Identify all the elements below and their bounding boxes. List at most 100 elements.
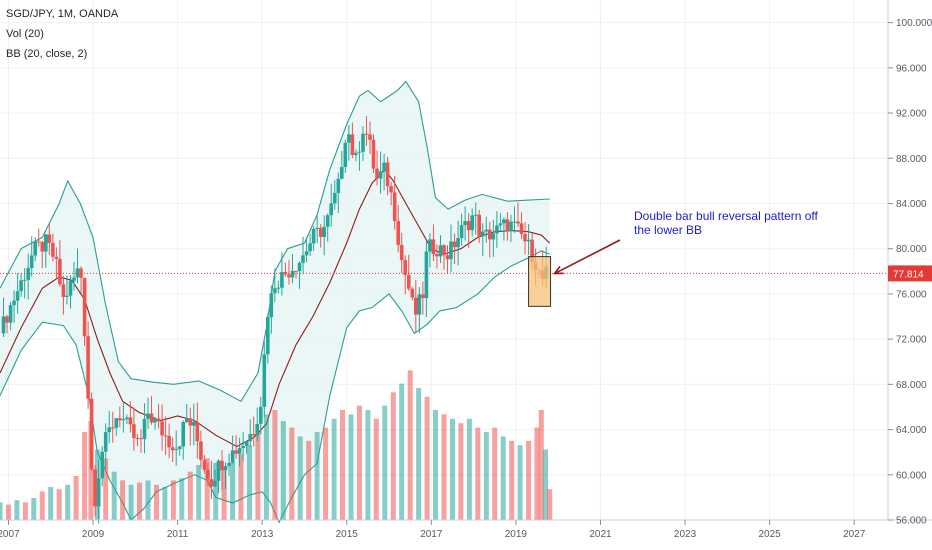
candle-body	[343, 142, 348, 167]
candle-body	[33, 241, 37, 256]
volume-bar	[204, 458, 210, 520]
x-tick-label: 2007	[0, 529, 20, 540]
candle-body	[96, 478, 101, 507]
last-price-tag: 77.814	[888, 265, 932, 282]
candle-body	[495, 225, 499, 234]
candle-body	[75, 268, 80, 278]
volume-bar	[128, 484, 134, 520]
volume-bar	[433, 410, 438, 520]
highlight-box[interactable]	[528, 256, 552, 307]
y-tick-label: 56.000	[896, 516, 927, 527]
y-tick-label: 96.000	[896, 63, 927, 74]
annotation-arrow	[552, 239, 621, 275]
candle-body	[452, 241, 457, 248]
candle-body	[255, 424, 259, 436]
y-tick-label: 88.000	[896, 154, 927, 165]
annotation-text-line-1: Double bar bull reversal pattern off	[634, 209, 819, 223]
candle-body	[223, 465, 228, 471]
candle-body	[301, 255, 305, 263]
symbol-title[interactable]: SGD/JPY, 1M, OANDA	[6, 8, 119, 20]
candle-body	[107, 427, 111, 433]
volume-bar	[221, 467, 227, 520]
arrow-head	[552, 265, 564, 275]
candle-body	[481, 231, 485, 237]
candle-body	[251, 434, 256, 436]
y-tick-label: 76.000	[896, 289, 927, 300]
x-tick-label: 2025	[758, 529, 781, 540]
candle-body	[22, 279, 27, 281]
candle-body	[195, 421, 200, 442]
candle-body	[498, 223, 503, 226]
candle-body	[502, 219, 506, 224]
candle-body	[385, 162, 390, 187]
arrow-shaft	[554, 239, 621, 275]
candle-body	[407, 274, 411, 289]
candle-body	[421, 294, 425, 299]
volume-bar	[458, 423, 464, 520]
volume-bar	[6, 504, 11, 520]
candle-body	[54, 256, 59, 259]
x-tick-label: 2019	[505, 529, 528, 540]
volume-bar	[48, 487, 54, 520]
volume-bar	[0, 502, 3, 520]
volume-bar	[348, 414, 354, 520]
candle-body	[47, 234, 52, 243]
candle-body	[248, 434, 252, 442]
volume-bar	[356, 405, 362, 520]
candle-body	[216, 460, 221, 481]
candle-body	[230, 450, 235, 463]
candle-body	[111, 427, 115, 429]
volume-bar	[280, 421, 286, 520]
volume-bar	[255, 432, 261, 520]
candle-body	[244, 441, 249, 446]
candle-body	[473, 214, 478, 216]
candle-body	[361, 133, 365, 152]
candle-body	[403, 260, 407, 275]
volume-bar	[407, 370, 413, 520]
volume-bar	[179, 478, 185, 520]
last-price-label-bg	[888, 265, 932, 282]
candle-body	[8, 305, 13, 323]
candle-body	[135, 438, 140, 439]
candle-body	[523, 234, 527, 242]
candle-body	[325, 215, 330, 227]
candle-body	[72, 277, 76, 281]
volume-bar	[306, 440, 312, 520]
candle-body	[234, 450, 238, 454]
volume-bar	[365, 410, 371, 520]
candle-body	[262, 354, 267, 407]
x-tick-label: 2013	[251, 529, 274, 540]
candle-body	[333, 193, 337, 204]
candle-body	[308, 243, 312, 252]
volume-bar	[390, 392, 396, 520]
volume-bar	[154, 484, 159, 520]
volume-bar	[162, 487, 168, 520]
volume-bar	[120, 480, 126, 520]
price-axis[interactable]: 100.000 96.000 92.000 88.000 84.000 80.000 76.…	[888, 18, 932, 527]
candle-body	[209, 479, 214, 487]
volume-bar	[547, 489, 553, 520]
volume-indicator-label[interactable]: Vol (20)	[6, 28, 44, 40]
volume-bar	[416, 388, 422, 520]
y-tick-label: 92.000	[896, 109, 927, 120]
volume-bar	[441, 414, 447, 520]
candle-body	[410, 288, 415, 298]
candle-body	[442, 245, 446, 256]
candle-body	[357, 151, 362, 153]
candle-body	[58, 258, 62, 285]
volume-bar	[111, 471, 117, 520]
time-axis[interactable]: 2007 2009 2011 2013 2015 2017 2019 2021 2023 2025…	[0, 520, 866, 540]
candle-body	[424, 251, 429, 299]
volume-bar	[31, 498, 37, 520]
candle-body	[15, 291, 20, 301]
candle-body	[118, 418, 122, 421]
candle-body	[297, 262, 302, 272]
bollinger-indicator-label[interactable]: BB (20, close, 2)	[6, 48, 88, 60]
candle-body	[5, 316, 9, 323]
candle-body	[114, 418, 119, 428]
volume-bar	[483, 432, 489, 520]
candle-body	[512, 221, 517, 223]
y-tick-label: 64.000	[896, 425, 927, 436]
volume-bar	[247, 445, 252, 520]
